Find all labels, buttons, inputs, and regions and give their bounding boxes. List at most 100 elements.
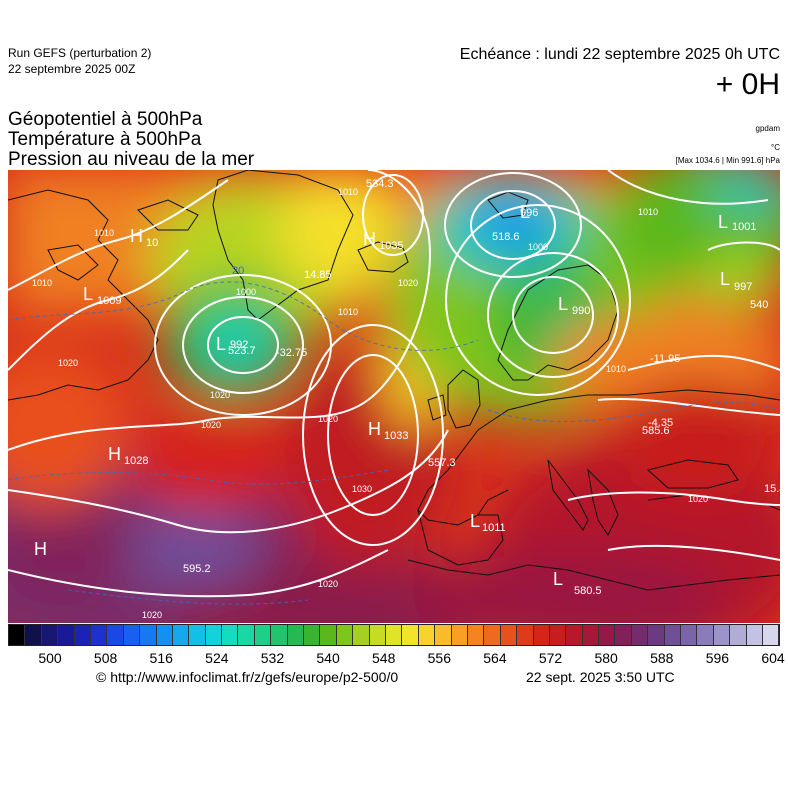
title-pressure: Pression au niveau de la mer	[8, 149, 255, 170]
title-temperature: Température à 500hPa	[8, 129, 202, 150]
colorbar-tick-label: 572	[538, 650, 563, 666]
colorbar-tick-label: 556	[427, 650, 451, 666]
pressure-center-value: 992	[230, 339, 248, 351]
colorbar-segment	[697, 625, 714, 645]
unit-pressure-range: [Max 1034.6 | Min 991.6] hPa	[675, 156, 780, 165]
lead-time: + 0H	[715, 68, 780, 101]
colorbar-labels: 500 508 516 524 532 540 548 556 564 572 580 588 596 6…	[8, 650, 784, 668]
weather-map: H 1033 H 1028 H 1035 L 1009 L 992 L 996 …	[8, 170, 780, 623]
pressure-center: L	[720, 269, 730, 289]
isobar-label: 1020	[142, 610, 162, 620]
colorbar-segment	[254, 625, 272, 645]
pressure-center: L	[553, 569, 563, 589]
pressure-center-value: 990	[572, 305, 590, 317]
isobars	[8, 170, 780, 598]
unit-geopotential: gpdam	[755, 124, 780, 133]
colorbar-tick-label: 524	[205, 650, 229, 666]
isobar-label: 1020	[58, 358, 78, 368]
colorbar-segment	[369, 625, 386, 645]
field-value-label: 540	[750, 299, 768, 311]
colorbar-tick-label: 588	[650, 650, 674, 666]
isobar-label: 1010	[338, 187, 358, 197]
colorbar-tick-label: 540	[316, 650, 340, 666]
isobar-label: 1010	[606, 364, 626, 374]
colorbar-segment	[566, 625, 583, 645]
colorbar-segment	[172, 625, 190, 645]
colorbar-segment	[762, 625, 780, 645]
field-value-label: 534.3	[366, 178, 394, 190]
pressure-center-value: 1033	[384, 430, 408, 442]
pressure-center: H	[34, 539, 47, 559]
colorbar-segment	[123, 625, 141, 645]
valid-time: Echéance : lundi 22 septembre 2025 0h UT…	[459, 46, 780, 63]
colorbar-segment	[681, 625, 698, 645]
isobar-label: 1010	[94, 228, 114, 238]
colorbar-segment	[500, 625, 518, 645]
colorbar-segment	[713, 625, 731, 645]
colorbar-segment	[599, 625, 616, 645]
colorbar-segment	[517, 625, 534, 645]
pressure-center: L	[718, 212, 728, 232]
colorbar-segment	[435, 625, 452, 645]
field-value-label: 518.6	[492, 231, 520, 243]
pressure-center: L	[558, 294, 568, 314]
colorbar-tick-label: 580	[594, 650, 618, 666]
pressure-center-value: 1035	[379, 240, 403, 252]
field-value-label: 585.6	[642, 425, 670, 437]
colorbar-segment	[156, 625, 173, 645]
colorbar-segment	[336, 625, 354, 645]
colorbar-segment	[222, 625, 239, 645]
colorbar-segment	[304, 625, 321, 645]
colorbar-tick-label: 500	[38, 650, 62, 666]
colorbar-segment	[238, 625, 255, 645]
colorbar-segment	[90, 625, 108, 645]
colorbar-segment	[320, 625, 337, 645]
field-value-label: -32.75	[276, 347, 307, 359]
colorbar-segment	[648, 625, 665, 645]
colorbar-tick-label: 596	[705, 650, 730, 666]
pressure-center-value: 996	[520, 207, 538, 219]
colorbar-segment	[467, 625, 485, 645]
colorbar-segment	[484, 625, 501, 645]
isobar-label: 1010	[32, 278, 52, 288]
isobar-label: 1020	[398, 278, 418, 288]
colorbar-segment	[615, 625, 632, 645]
field-value-label: -11.95	[650, 353, 680, 365]
colorbar-segment	[746, 625, 763, 645]
colorbar-segment	[533, 625, 550, 645]
colorbar-segment	[549, 625, 567, 645]
colorbar-segment	[582, 625, 600, 645]
isobar-label: 1020	[318, 579, 338, 589]
pressure-center: H	[363, 229, 376, 249]
pressure-centers: H 1033 H 1028 H 1035 L 1009 L 992 L 996 …	[34, 202, 756, 589]
isobar-label: 1000	[236, 287, 256, 297]
colorbar-tick-label: 564	[483, 650, 507, 666]
field-value-label: 557.3	[428, 457, 456, 469]
field-value-label: 20	[232, 265, 244, 277]
colorbar-segment	[385, 625, 403, 645]
field-value-label: 595.2	[183, 563, 211, 575]
pressure-center-value: 997	[734, 281, 752, 293]
title-geopotential: Géopotentiel à 500hPa	[8, 109, 203, 130]
colorbar-tick-label: 516	[149, 650, 173, 666]
colorbar-segment	[25, 625, 42, 645]
isobar-label: 1030	[352, 484, 372, 494]
isobar-label: 1010	[338, 307, 358, 317]
colorbar-segment	[418, 625, 436, 645]
colorbar-segment	[730, 625, 747, 645]
colorbar-segment	[140, 625, 157, 645]
colorbar-tick-label: 508	[93, 650, 118, 666]
field-value-label: 15.8	[764, 483, 780, 495]
colorbar-tick-label: 548	[372, 650, 396, 666]
colorbar	[8, 624, 780, 646]
colorbar-segment	[58, 625, 75, 645]
colorbar-segment	[353, 625, 370, 645]
pressure-center-value: 1001	[732, 221, 756, 233]
colorbar-segment	[41, 625, 59, 645]
pressure-center-value: 1009	[97, 295, 121, 307]
field-value-label: 523.7	[228, 345, 256, 357]
generation-time: 22 sept. 2025 3:50 UTC	[526, 669, 675, 685]
colorbar-tick-label: 532	[260, 650, 285, 666]
pressure-center: L	[83, 284, 93, 304]
colorbar-segment	[107, 625, 124, 645]
